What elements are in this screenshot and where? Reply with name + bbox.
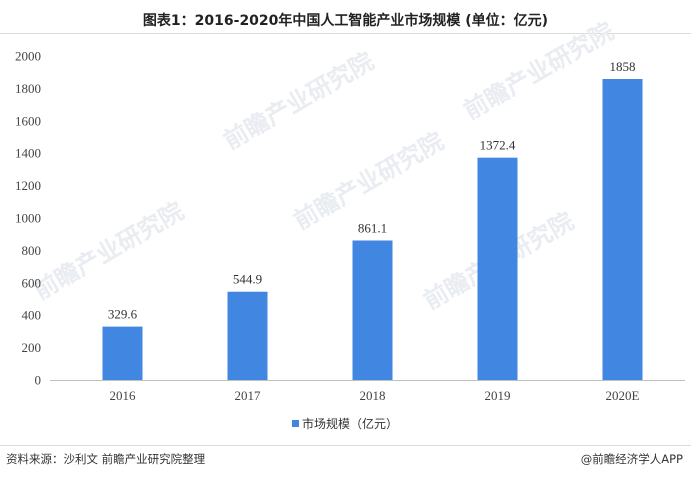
watermark-text: 前瞻产业研究院 <box>29 197 188 305</box>
x-tick-label: 2018 <box>360 388 386 403</box>
y-tick-label: 1800 <box>15 81 41 96</box>
x-axis-ticks: 2016 2017 2018 2019 2020E <box>110 388 640 403</box>
y-tick-label: 1400 <box>15 146 41 161</box>
x-tick-label: 2019 <box>485 388 511 403</box>
bar <box>352 240 393 380</box>
bar-value-label: 861.1 <box>358 221 387 236</box>
watermark-layer: 前瞻产业研究院前瞻产业研究院前瞻产业研究院前瞻产业研究院前瞻产业研究院 <box>29 17 618 315</box>
credit-note: @前瞻经济学人APP <box>580 452 683 466</box>
y-tick-label: 1200 <box>15 178 41 193</box>
y-tick-label: 800 <box>22 243 42 258</box>
y-tick-label: 200 <box>22 340 42 355</box>
y-tick-label: 400 <box>22 308 42 323</box>
watermark-text: 前瞻产业研究院 <box>289 127 448 235</box>
y-tick-label: 1000 <box>15 211 41 226</box>
source-note: 资料来源：沙利文 前瞻产业研究院整理 <box>6 452 206 466</box>
watermark-text: 前瞻产业研究院 <box>219 47 378 155</box>
bar-chart: 前瞻产业研究院前瞻产业研究院前瞻产业研究院前瞻产业研究院前瞻产业研究院 0 200… <box>15 17 685 431</box>
legend-swatch <box>292 420 299 427</box>
y-axis-ticks: 0 200 400 600 800 1000 1200 1400 1600 1800 2000 <box>15 49 41 388</box>
bar-value-label: 329.6 <box>108 307 138 322</box>
bar-value-label: 1372.4 <box>480 138 516 153</box>
bar <box>227 291 268 380</box>
y-tick-label: 1600 <box>15 113 41 128</box>
chart-title: 图表1：2016-2020年中国人工智能产业市场规模 (单位：亿元) <box>142 13 549 29</box>
y-tick-label: 0 <box>35 373 42 388</box>
watermark-text: 前瞻产业研究院 <box>459 17 618 125</box>
y-tick-label: 600 <box>22 275 42 290</box>
y-tick-label: 2000 <box>15 49 41 64</box>
bar <box>102 326 143 380</box>
bar-value-label: 1858 <box>610 59 636 74</box>
legend-label: 市场规模（亿元） <box>302 416 398 431</box>
legend: 市场规模（亿元） <box>292 416 398 431</box>
bar <box>477 157 518 380</box>
footer-divider <box>0 445 691 446</box>
bars-group: 329.6 544.9 861.1 1372.4 1858 <box>102 59 643 380</box>
x-tick-label: 2017 <box>235 388 262 403</box>
bar-value-label: 544.9 <box>233 272 262 287</box>
bar <box>602 79 643 380</box>
x-tick-label: 2020E <box>606 388 640 403</box>
x-tick-label: 2016 <box>110 388 137 403</box>
title-divider <box>0 33 691 34</box>
